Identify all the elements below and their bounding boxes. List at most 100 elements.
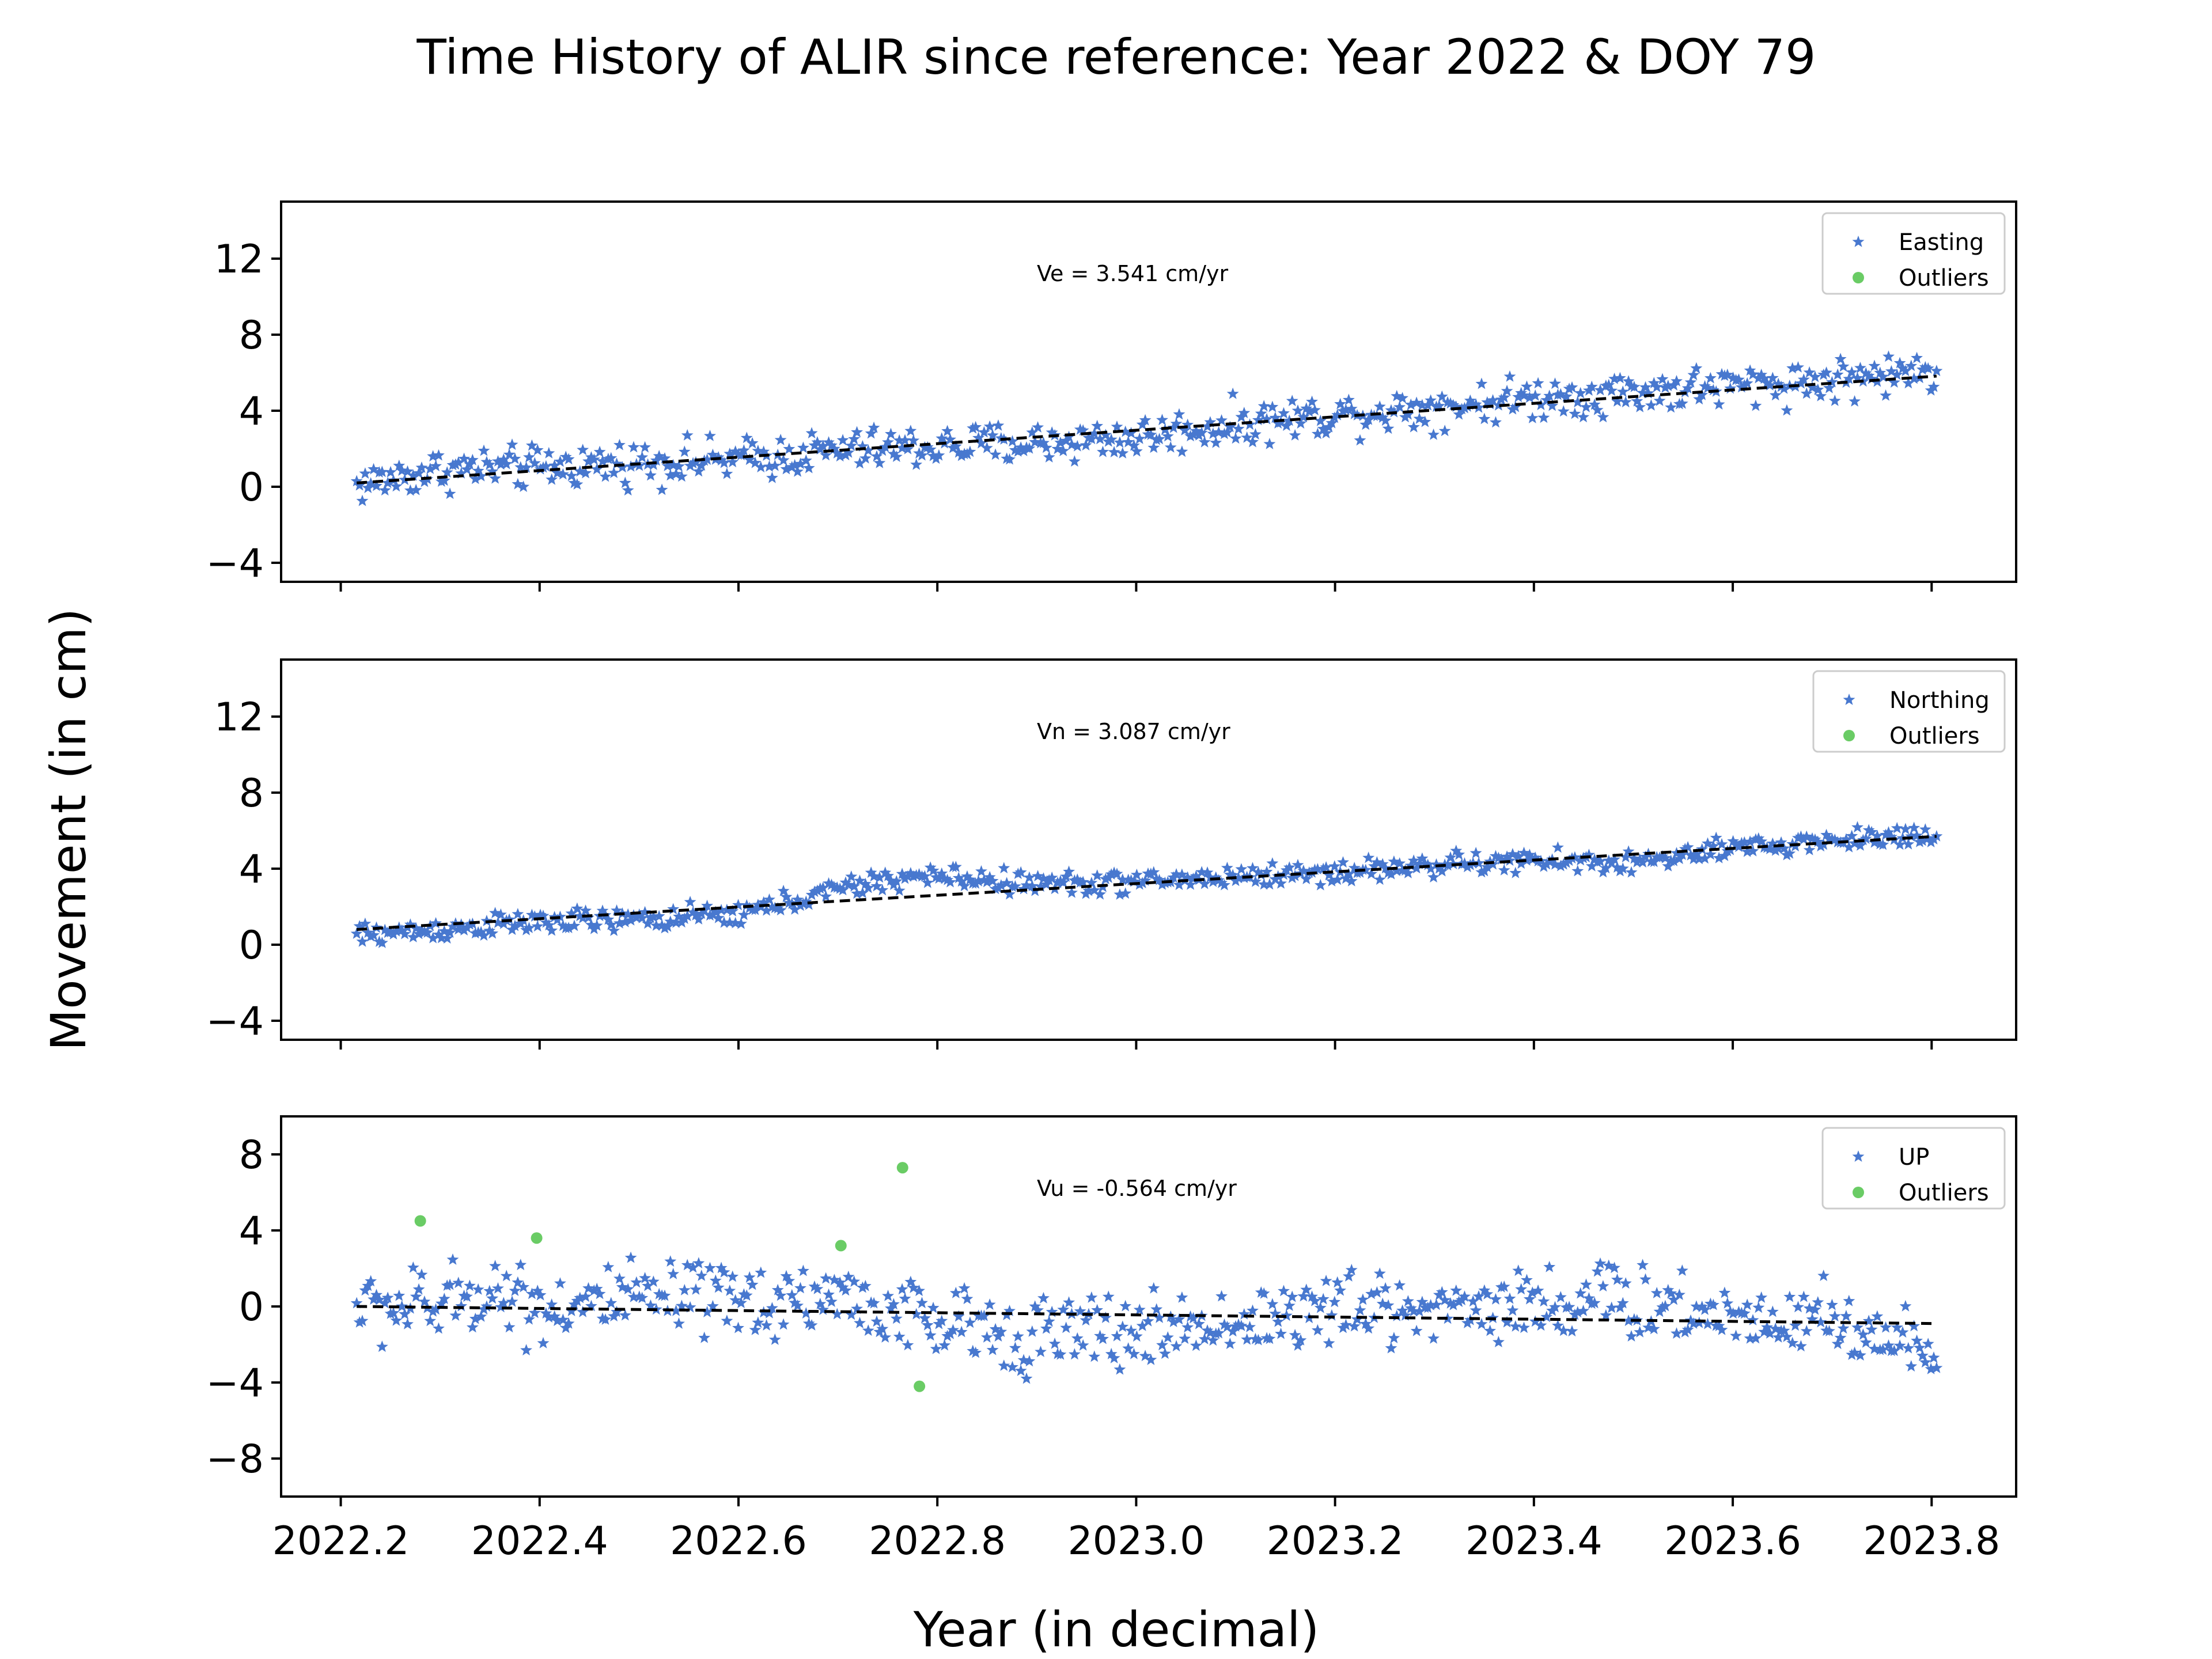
data-point: [1871, 1310, 1884, 1322]
data-point: [1815, 840, 1827, 852]
data-point: [944, 433, 956, 445]
data-point: [1317, 1293, 1330, 1305]
y-tick-label: 12: [214, 695, 264, 740]
data-point: [1679, 843, 1691, 854]
data-point: [1221, 861, 1233, 873]
data-point: [356, 1315, 369, 1327]
data-point: [1147, 866, 1160, 878]
data-point: [823, 1288, 835, 1300]
data-point: [466, 453, 479, 465]
data-point: [1769, 1322, 1782, 1334]
data-point: [952, 446, 965, 458]
data-point: [961, 448, 974, 460]
data-point: [622, 908, 634, 920]
data-point: [376, 937, 388, 948]
data-point: [384, 465, 397, 478]
data-point: [1291, 858, 1304, 870]
data-point: [1074, 1305, 1086, 1317]
data-point: [1260, 412, 1273, 425]
data-point: [664, 915, 677, 927]
data-point: [1794, 1340, 1807, 1352]
data-point: [1167, 1316, 1180, 1327]
data-point: [1831, 1338, 1844, 1349]
data-point: [639, 1272, 652, 1283]
data-point: [933, 449, 945, 461]
data-point: [1179, 424, 1191, 435]
data-point: [1769, 844, 1782, 856]
data-point: [893, 884, 906, 896]
data-point: [1597, 411, 1609, 423]
data-point: [1800, 387, 1813, 399]
data-point: [1048, 1337, 1061, 1349]
data-point: [1269, 411, 1282, 423]
data-point: [1806, 381, 1819, 393]
data-point: [1391, 389, 1403, 402]
data-point: [721, 467, 733, 479]
data-point: [857, 440, 869, 452]
data-point: [1272, 1315, 1285, 1327]
data-point: [1492, 851, 1505, 863]
trend-line: [357, 835, 1937, 931]
data-point: [396, 924, 408, 936]
data-point: [1656, 850, 1669, 862]
data-point: [1854, 839, 1866, 851]
data-point: [1571, 865, 1584, 877]
data-point: [1345, 874, 1358, 887]
data-point: [1328, 1296, 1341, 1308]
data-point: [817, 440, 830, 452]
data-point: [774, 904, 787, 916]
data-point: [967, 422, 979, 434]
data-point: [1224, 421, 1236, 433]
data-point: [1130, 868, 1143, 880]
data-point: [783, 442, 796, 454]
data-point: [1133, 433, 1146, 444]
data-point: [1173, 408, 1185, 420]
data-point: [1210, 871, 1222, 883]
data-points: [350, 1251, 1943, 1384]
data-point: [1755, 1291, 1768, 1303]
data-point: [1515, 387, 1528, 399]
data-point: [1416, 399, 1429, 411]
data-point: [1314, 414, 1327, 426]
data-point: [1749, 399, 1762, 411]
legend: Easting Outliers: [1821, 212, 2006, 295]
data-point: [585, 918, 597, 930]
data-point: [1532, 377, 1544, 389]
data-point: [1571, 396, 1584, 408]
data-point: [975, 437, 987, 449]
data-point: [667, 1267, 680, 1279]
data-point: [1521, 854, 1533, 866]
data-point: [1741, 1298, 1753, 1310]
data-point: [1569, 1308, 1581, 1320]
data-point: [1469, 1304, 1482, 1316]
data-point: [1766, 372, 1779, 384]
data-point: [636, 451, 649, 463]
data-point: [1515, 1283, 1528, 1295]
data-point: [1885, 831, 1897, 842]
data-point: [1891, 821, 1903, 834]
data-point: [848, 433, 861, 445]
data-point: [1537, 411, 1550, 423]
data-point: [1755, 368, 1768, 380]
data-point: [639, 441, 652, 453]
data-point: [859, 1279, 872, 1291]
data-point: [1642, 1321, 1654, 1333]
data-point: [1099, 429, 1112, 441]
data-point: [941, 873, 954, 885]
data-point: [1902, 838, 1915, 850]
data-point: [464, 1279, 476, 1291]
data-point: [1331, 1276, 1344, 1288]
data-point: [1543, 389, 1556, 402]
data-point: [1094, 433, 1107, 445]
data-point: [1469, 847, 1482, 858]
data-point: [546, 473, 558, 485]
data-point: [978, 873, 990, 885]
data-point: [1213, 1327, 1225, 1339]
data-point: [1671, 847, 1683, 859]
data-point: [1704, 372, 1717, 384]
data-point: [743, 1271, 756, 1283]
data-point: [1809, 1303, 1821, 1315]
data-point: [1744, 1332, 1756, 1344]
data-point: [684, 1301, 696, 1313]
